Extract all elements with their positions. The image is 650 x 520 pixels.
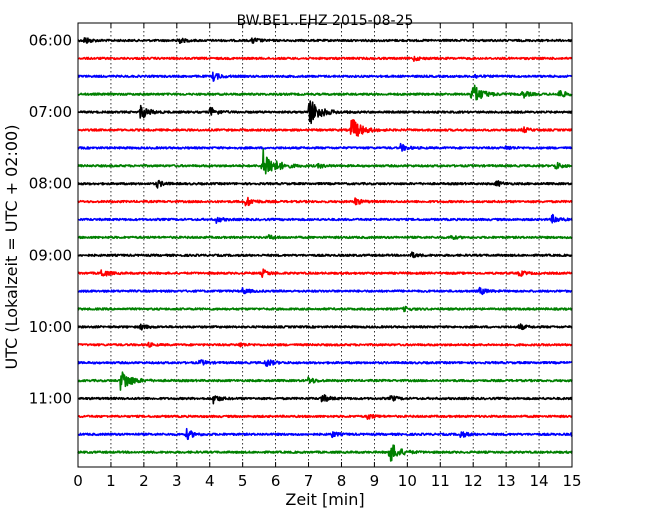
trace-row [77, 37, 573, 44]
seismic-traces [77, 37, 573, 462]
trace-line [77, 118, 573, 137]
x-tick-label: 14 [530, 472, 549, 490]
trace-line [77, 179, 573, 189]
trace-row [77, 444, 573, 462]
trace-line [77, 305, 573, 313]
y-tick-label: 09:00 [29, 246, 72, 264]
trace-row [77, 251, 573, 259]
x-tick-label: 9 [370, 472, 380, 490]
plot-frame [77, 22, 573, 468]
trace-line [77, 71, 573, 82]
trace-line [77, 371, 573, 391]
trace-row [77, 179, 573, 189]
trace-line [77, 341, 573, 348]
trace-line [77, 234, 573, 240]
trace-row [77, 268, 573, 279]
trace-line [77, 55, 573, 62]
trace-line [77, 359, 573, 367]
trace-line [77, 413, 573, 420]
trace-line [77, 196, 573, 207]
x-tick-label: 2 [139, 472, 149, 490]
trace-row [77, 71, 573, 82]
trace-line [77, 286, 573, 296]
trace-line [77, 394, 573, 405]
trace-line [77, 268, 573, 279]
trace-line [77, 251, 573, 259]
trace-row [77, 286, 573, 296]
trace-row [77, 394, 573, 405]
x-tick-label: 13 [497, 472, 516, 490]
trace-line [77, 444, 573, 462]
trace-line [77, 142, 573, 152]
y-tick-label: 07:00 [29, 103, 72, 121]
x-tick-label: 12 [464, 472, 483, 490]
trace-row [77, 371, 573, 391]
y-tick-label: 10:00 [29, 318, 72, 336]
chart-title: BW.BE1..EHZ 2015-08-25 [237, 13, 414, 29]
trace-line [77, 427, 573, 441]
trace-line [77, 323, 573, 331]
trace-row [77, 118, 573, 137]
x-tick-label: 4 [205, 472, 215, 490]
trace-row [77, 305, 573, 313]
trace-row [77, 84, 573, 101]
trace-line [77, 37, 573, 44]
trace-row [77, 427, 573, 441]
trace-row [77, 100, 573, 125]
x-tick-label: 11 [431, 472, 450, 490]
y-axis-label: UTC (Lokalzeit = UTC + 02:00) [2, 125, 21, 370]
trace-row [77, 341, 573, 348]
trace-row [77, 234, 573, 240]
trace-row [77, 359, 573, 367]
x-axis-label: Zeit [min] [285, 490, 364, 509]
y-tick-label: 06:00 [29, 32, 72, 50]
trace-line [77, 100, 573, 125]
x-tick-label: 1 [106, 472, 116, 490]
y-tick-label: 08:00 [29, 175, 72, 193]
trace-row [77, 213, 573, 225]
x-tick-label: 3 [172, 472, 182, 490]
y-axis-ticks: 06:00 07:00 08:00 09:00 10:00 11:00 [29, 32, 572, 408]
trace-row [77, 196, 573, 207]
y-tick-label: 11:00 [29, 390, 72, 408]
trace-line [77, 148, 573, 175]
x-tick-label: 8 [337, 472, 347, 490]
trace-row [77, 142, 573, 152]
trace-row [77, 148, 573, 175]
x-tick-label: 0 [73, 472, 83, 490]
x-tick-label: 7 [304, 472, 314, 490]
x-tick-label: 10 [398, 472, 417, 490]
trace-row [77, 55, 573, 62]
x-tick-label: 15 [562, 472, 581, 490]
trace-line [77, 84, 573, 101]
x-tick-label: 5 [238, 472, 248, 490]
trace-line [77, 213, 573, 225]
trace-row [77, 413, 573, 420]
x-axis-ticks: 0 1 2 3 4 5 6 7 8 9 10 11 12 13 14 15 [73, 23, 582, 490]
trace-row [77, 323, 573, 331]
x-tick-label: 6 [271, 472, 281, 490]
